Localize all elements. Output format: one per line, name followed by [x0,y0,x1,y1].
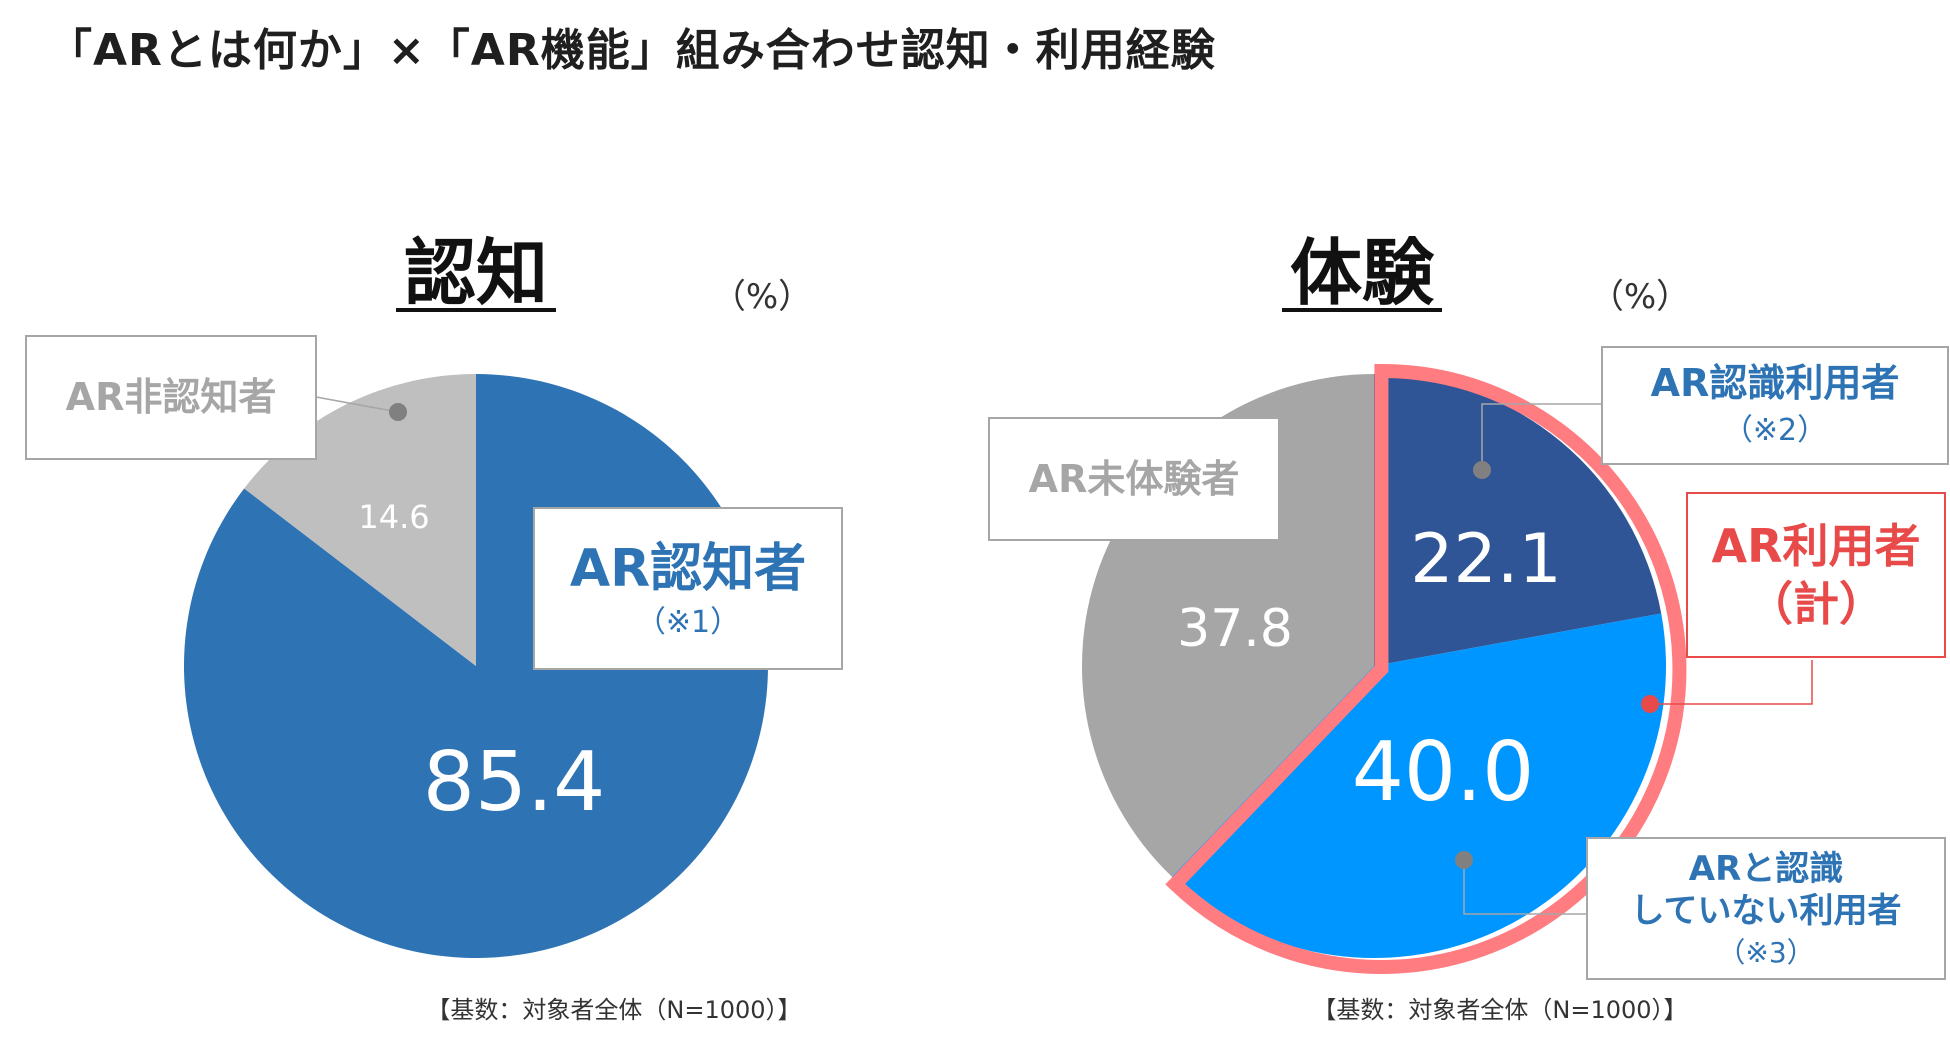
pie-slice-ar-unaware-user [1171,613,1667,959]
awareness-chart-title: 認知 [404,231,548,315]
pie-slice-ar-aware-user [1374,374,1662,666]
data-label-non-user: 37.8 [1177,599,1293,659]
awareness-unit: （%） [712,277,812,317]
group-label-total-line2: （計） [1747,577,1885,631]
group-label-total-line1: AR利用者 [1711,519,1920,573]
awareness-base-note: 【基数：対象者全体（N=1000）】 [426,996,801,1024]
legend-label-non-user: AR未体験者 [1029,457,1240,501]
label-box-unaware-user [1586,837,1946,980]
leader-line-unaware [315,396,399,413]
leader-dot-total [1641,695,1659,713]
label-box-unaware [25,335,317,460]
data-label-aware: 85.4 [423,735,606,830]
label-box-non-user [988,417,1280,541]
experience-chart-title: 体験 [1290,231,1435,315]
legend-label-unaware-user-line1: ARと認識 [1689,849,1844,889]
data-label-aware-user: 22.1 [1410,520,1561,599]
leader-dot-unaware-user [1455,851,1473,869]
experience-unit: （%） [1590,277,1690,317]
experience-chart: 体験 （%） 22.1 40.0 37.8 AR未体験者 AR認識利用者 （※2… [988,231,1949,1024]
label-box-aware [533,507,843,670]
legend-note-aware-user: （※2） [1723,413,1827,448]
legend-label-aware: AR認知者 [570,539,806,599]
leader-dot-aware-user [1473,461,1491,479]
ar-user-total-highlight [1165,363,1687,974]
label-box-total [1686,492,1946,658]
data-label-unaware: 14.6 [358,498,429,536]
legend-label-aware-user: AR認識利用者 [1651,361,1900,405]
leader-line-unaware-user [1463,860,1587,915]
legend-label-unaware-user-line2: していない利用者 [1631,891,1902,931]
legend-label-unaware: AR非認知者 [66,375,277,419]
page-title: 「ARとは何か」×「AR機能」組み合わせ認知・利用経験 [48,25,1216,76]
legend-note-unaware-user: （※3） [1717,936,1814,969]
data-label-unaware-user: 40.0 [1352,725,1535,820]
leader-dot-unaware [389,403,407,421]
label-box-aware-user [1601,346,1949,465]
leader-line-aware-user [1481,403,1602,470]
legend-note-aware: （※1） [636,605,740,640]
awareness-chart: 認知 （%） 85.4 14.6 AR非認知者 AR認知者 （※1） 【基数：対… [25,231,843,1024]
leader-line-total [1650,660,1813,705]
experience-base-note: 【基数：対象者全体（N=1000）】 [1312,996,1687,1024]
